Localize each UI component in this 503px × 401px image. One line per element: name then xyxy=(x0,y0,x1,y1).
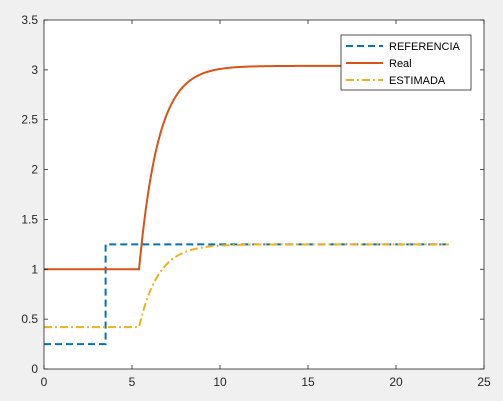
x-tick-label: 20 xyxy=(389,375,403,389)
x-tick-label: 25 xyxy=(477,375,491,389)
legend: REFERENCIA Real ESTIMADA xyxy=(340,34,472,91)
y-tick-label: 0.5 xyxy=(21,312,38,326)
y-tick-label: 1.5 xyxy=(21,212,38,226)
legend-label: ESTIMADA xyxy=(389,75,446,87)
series-line-estimada xyxy=(44,243,449,329)
y-tick-label: 0 xyxy=(31,362,38,376)
y-tick-label: 2.5 xyxy=(21,113,38,127)
x-tick-label: 0 xyxy=(41,375,48,389)
legend-label: REFERENCIA xyxy=(389,41,461,53)
y-tick-label: 3.5 xyxy=(21,13,38,27)
legend-label: Real xyxy=(389,58,412,70)
y-tick-label: 2 xyxy=(31,163,38,177)
y-tick-label: 3 xyxy=(31,63,38,77)
x-tick-label: 5 xyxy=(129,375,136,389)
x-tick-label: 10 xyxy=(213,375,227,389)
x-tick-label: 15 xyxy=(301,375,315,389)
ticks-layer: 0 5 10 15 20 25 0 0.5 1 1.5 2 2.5 3 3.5 xyxy=(21,13,491,389)
y-tick-label: 1 xyxy=(31,262,38,276)
axes-frame xyxy=(43,19,485,370)
